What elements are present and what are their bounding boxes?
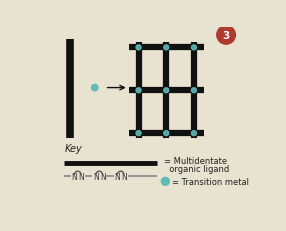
Circle shape [161,178,169,185]
Circle shape [92,85,98,91]
Text: = Multidentate: = Multidentate [164,157,228,166]
Text: organic ligand: organic ligand [164,165,230,174]
Text: N: N [93,172,99,181]
Text: N: N [100,172,106,181]
Circle shape [217,27,235,45]
Text: N: N [78,172,84,181]
Text: Key: Key [64,143,82,153]
Circle shape [164,131,169,136]
Circle shape [164,88,169,93]
Circle shape [191,131,196,136]
Circle shape [136,88,141,93]
Text: N: N [121,172,127,181]
Text: N: N [114,172,120,181]
Circle shape [136,46,141,51]
Text: 3: 3 [223,31,230,41]
Text: = Transition metal: = Transition metal [172,177,249,186]
Text: N: N [71,172,77,181]
Circle shape [191,46,196,51]
Circle shape [191,88,196,93]
Circle shape [136,131,141,136]
Circle shape [164,46,169,51]
